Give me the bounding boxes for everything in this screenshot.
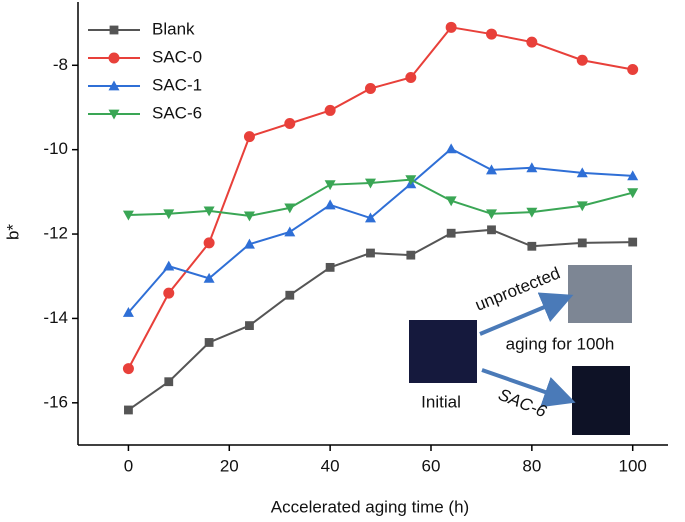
- point: [576, 167, 588, 178]
- arrow: [479, 292, 574, 336]
- y-tick-label: -8: [53, 55, 68, 74]
- point: [243, 211, 255, 222]
- y-tick-label: -14: [43, 308, 68, 327]
- point: [526, 207, 538, 218]
- point: [576, 201, 588, 212]
- legend-label: SAC-0: [152, 47, 202, 66]
- y-tick-label: -10: [43, 139, 68, 158]
- point: [405, 175, 417, 186]
- point: [487, 225, 496, 235]
- point: [486, 28, 498, 40]
- point: [122, 210, 134, 221]
- point: [364, 212, 376, 223]
- point: [163, 287, 175, 299]
- series-line: [127, 228, 633, 411]
- point: [122, 307, 134, 317]
- point: [527, 241, 537, 251]
- x-tick-label: 0: [124, 456, 133, 475]
- point: [108, 52, 120, 64]
- point: [627, 188, 639, 199]
- point: [284, 118, 296, 130]
- point: [526, 162, 538, 173]
- point: [164, 377, 174, 387]
- point: [163, 209, 175, 220]
- point: [245, 321, 254, 331]
- point: [324, 199, 336, 210]
- point: [628, 237, 638, 247]
- y-tick-label: -12: [43, 224, 68, 243]
- point: [324, 180, 336, 191]
- point: [203, 237, 215, 249]
- point: [405, 72, 417, 84]
- series-line: [127, 26, 633, 370]
- legend-label: Blank: [152, 19, 195, 38]
- point: [124, 405, 133, 415]
- point: [406, 250, 416, 260]
- x-tick-label: 100: [619, 456, 647, 475]
- point: [284, 226, 296, 237]
- point: [445, 21, 457, 33]
- y-tick-label: -16: [43, 392, 68, 411]
- legend-label: SAC-1: [152, 75, 202, 94]
- point: [576, 54, 588, 66]
- point: [324, 104, 336, 116]
- point: [108, 80, 120, 91]
- point: [366, 248, 375, 258]
- point: [122, 363, 134, 375]
- point: [364, 82, 376, 94]
- x-tick-label: 60: [422, 456, 441, 475]
- x-tick-label: 80: [522, 456, 541, 475]
- point: [364, 178, 376, 189]
- point: [243, 238, 255, 249]
- point: [108, 109, 120, 120]
- x-tick-label: 40: [321, 456, 340, 475]
- x-tick-label: 20: [220, 456, 239, 475]
- point: [627, 64, 639, 76]
- y-axis-label: b*: [3, 224, 22, 240]
- point: [243, 131, 255, 143]
- point: [486, 209, 498, 220]
- point: [203, 272, 215, 283]
- legend-label: SAC-6: [152, 103, 202, 122]
- point: [445, 143, 457, 154]
- point: [284, 203, 296, 214]
- annotation: Initial: [421, 392, 461, 411]
- series-line: [127, 147, 633, 314]
- point: [285, 290, 295, 300]
- point: [446, 228, 456, 238]
- point: [203, 206, 215, 217]
- point: [486, 164, 498, 175]
- point: [163, 260, 175, 271]
- point: [109, 25, 119, 35]
- point: [204, 338, 214, 347]
- sample-initial: [409, 320, 477, 383]
- sample-sac6: [572, 366, 630, 435]
- point: [577, 238, 587, 248]
- inset: [409, 265, 632, 435]
- point: [526, 36, 538, 48]
- point: [445, 196, 457, 207]
- arrow: [481, 368, 576, 408]
- point: [325, 262, 335, 272]
- point: [627, 170, 639, 181]
- x-axis-label: Accelerated aging time (h): [271, 497, 469, 516]
- sample-unprotected: [568, 265, 632, 323]
- annotation: aging for 100h: [506, 334, 615, 353]
